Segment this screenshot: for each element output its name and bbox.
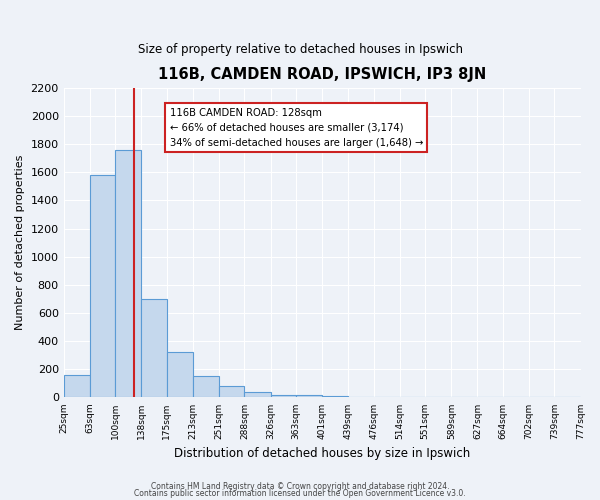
Bar <box>90 175 115 398</box>
Bar <box>296 396 322 398</box>
Bar <box>193 376 219 398</box>
Bar <box>244 392 271 398</box>
Text: Contains public sector information licensed under the Open Government Licence v3: Contains public sector information licen… <box>134 490 466 498</box>
Bar <box>115 150 142 398</box>
Text: 116B CAMDEN ROAD: 128sqm
← 66% of detached houses are smaller (3,174)
34% of sem: 116B CAMDEN ROAD: 128sqm ← 66% of detach… <box>170 108 423 148</box>
Y-axis label: Number of detached properties: Number of detached properties <box>15 155 25 330</box>
Bar <box>142 299 167 398</box>
Bar <box>64 375 90 398</box>
Text: Contains HM Land Registry data © Crown copyright and database right 2024.: Contains HM Land Registry data © Crown c… <box>151 482 449 491</box>
Text: Size of property relative to detached houses in Ipswich: Size of property relative to detached ho… <box>137 42 463 56</box>
Bar <box>271 394 296 398</box>
X-axis label: Distribution of detached houses by size in Ipswich: Distribution of detached houses by size … <box>174 447 470 460</box>
Bar <box>167 352 193 398</box>
Bar <box>219 386 244 398</box>
Title: 116B, CAMDEN ROAD, IPSWICH, IP3 8JN: 116B, CAMDEN ROAD, IPSWICH, IP3 8JN <box>158 68 486 82</box>
Bar <box>322 396 348 398</box>
